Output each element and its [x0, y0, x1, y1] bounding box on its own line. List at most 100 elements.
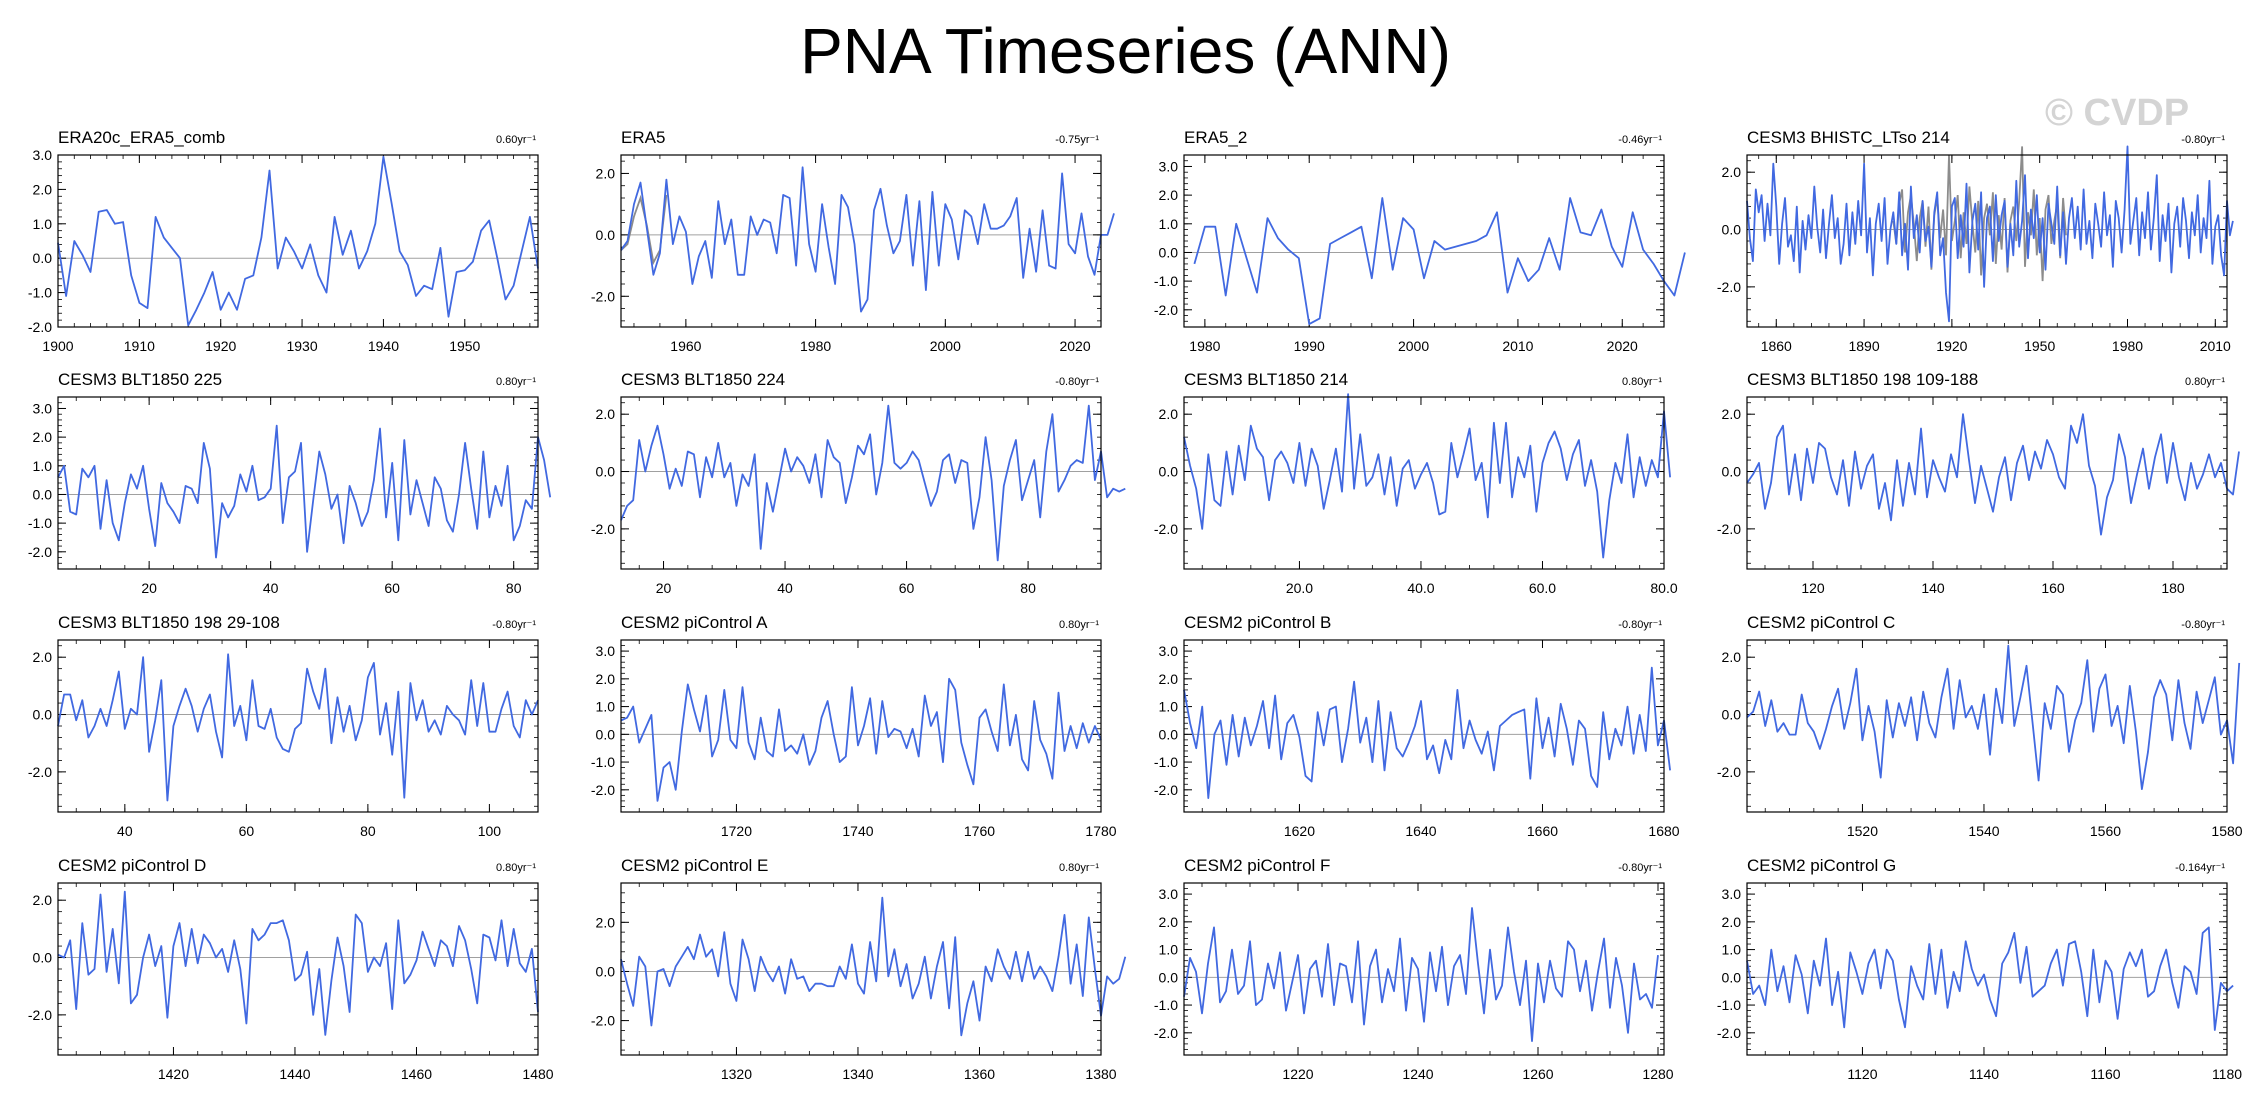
y-tick-label: 3.0 — [33, 400, 53, 416]
x-tick-label: 1240 — [1402, 1066, 1433, 1082]
y-tick-label: 3.0 — [596, 643, 616, 659]
x-tick-label: 80 — [506, 580, 522, 596]
plot-frame — [1183, 396, 1665, 570]
y-tick-label: 0.0 — [1159, 726, 1179, 742]
timeseries-panel: CESM2 piControl G -0.164yr⁻¹ -2.0 -1.0 0.0 1.… — [1717, 856, 2242, 1082]
x-tick-label: 1940 — [368, 338, 399, 354]
x-tick-label: 40.0 — [1407, 580, 1434, 596]
timeseries-panel: CESM3 BLT1850 198 29-108 -0.80yr⁻¹ -2.0 0.0… — [28, 613, 539, 839]
panel-title: CESM2 piControl E — [621, 856, 768, 875]
x-tick-label: 20 — [656, 580, 672, 596]
series-line — [1746, 145, 2234, 323]
x-tick-label: 1180 — [2212, 1066, 2242, 1082]
x-tick-label: 40 — [117, 823, 133, 839]
y-tick-label: 0.0 — [33, 707, 53, 723]
y-tick-label: 2.0 — [1159, 187, 1179, 203]
series-line — [57, 155, 539, 327]
y-tick-label: 2.0 — [1722, 406, 1742, 422]
y-tick-label: -2.0 — [1154, 1025, 1178, 1041]
timeseries-panel: CESM3 BLT1850 214 0.80yr⁻¹ -2.0 0.0 2.0 20.0 4… — [1154, 370, 1678, 596]
timeseries-panel: CESM2 piControl D 0.80yr⁻¹ -2.0 0.0 2.0 1420 1… — [28, 856, 554, 1082]
x-tick-label: 1890 — [1848, 338, 1879, 354]
panel-title: CESM2 piControl D — [58, 856, 206, 875]
y-tick-label: 1.0 — [596, 699, 616, 715]
series-line — [1746, 644, 2241, 790]
x-tick-label: 1930 — [286, 338, 317, 354]
y-tick-label: 2.0 — [1722, 164, 1742, 180]
series-line — [1183, 907, 1659, 1042]
timeseries-panel: CESM3 BLT1850 198 109-188 0.80yr⁻¹ -2.0 0.0… — [1717, 370, 2240, 596]
y-tick-label: 2.0 — [1159, 406, 1179, 422]
x-tick-label: 1560 — [2090, 823, 2121, 839]
trend-label: -0.75yr⁻¹ — [1055, 134, 1099, 146]
trend-label: -0.80yr⁻¹ — [2181, 134, 2225, 146]
y-tick-label: 1.0 — [1159, 942, 1179, 958]
plot-frame — [620, 154, 1102, 328]
y-tick-label: 2.0 — [1722, 914, 1742, 930]
x-tick-label: 1760 — [964, 823, 995, 839]
y-tick-label: 2.0 — [596, 671, 616, 687]
y-tick-label: -2.0 — [1717, 764, 1741, 780]
x-tick-label: 1920 — [1936, 338, 1967, 354]
y-tick-label: -1.0 — [591, 754, 615, 770]
y-tick-label: 1.0 — [1159, 216, 1179, 232]
y-tick-label: 1.0 — [33, 458, 53, 474]
panel-title: CESM2 piControl A — [621, 613, 768, 632]
x-tick-label: 60 — [384, 580, 400, 596]
x-tick-label: 160 — [2041, 580, 2065, 596]
timeseries-panel: CESM2 piControl E 0.80yr⁻¹ -2.0 0.0 2.0 1320 1… — [591, 856, 1127, 1082]
x-tick-label: 1280 — [1642, 1066, 1673, 1082]
trend-label: -0.80yr⁻¹ — [2181, 619, 2225, 631]
y-tick-label: 0.0 — [33, 950, 53, 966]
panel-title: ERA20c_ERA5_comb — [58, 128, 225, 147]
x-tick-label: 1980 — [1189, 338, 1220, 354]
y-tick-label: -2.0 — [591, 1013, 615, 1029]
y-tick-label: 2.0 — [596, 406, 616, 422]
x-tick-label: 1520 — [1847, 823, 1878, 839]
timeseries-panel: ERA20c_ERA5_comb 0.60yr⁻¹ -2.0 -1.0 0.0 1.0 2.… — [28, 128, 539, 354]
trend-label: -0.80yr⁻¹ — [1055, 376, 1099, 388]
series-line — [57, 424, 552, 559]
y-tick-label: 2.0 — [33, 649, 53, 665]
y-tick-label: 3.0 — [1159, 158, 1179, 174]
x-tick-label: 1980 — [800, 338, 831, 354]
x-tick-label: 1920 — [205, 338, 236, 354]
y-tick-label: -2.0 — [28, 764, 52, 780]
x-tick-label: 1860 — [1761, 338, 1792, 354]
panel-title: ERA5_2 — [1184, 128, 1247, 147]
timeseries-panel: CESM2 piControl C -0.80yr⁻¹ -2.0 0.0 2.0 1520… — [1717, 613, 2243, 839]
plot-frame — [620, 396, 1102, 570]
x-tick-label: 20.0 — [1286, 580, 1313, 596]
timeseries-panel: CESM2 piControl A 0.80yr⁻¹ -2.0 -1.0 0.0 1.0 2… — [591, 613, 1117, 839]
plot-frame — [620, 639, 1102, 813]
watermark-text: © CVDP — [2045, 92, 2190, 134]
x-tick-label: 180 — [2161, 580, 2185, 596]
x-tick-label: 1960 — [670, 338, 701, 354]
x-tick-label: 40 — [777, 580, 793, 596]
x-tick-label: 80 — [360, 823, 376, 839]
x-tick-label: 1260 — [1522, 1066, 1553, 1082]
x-tick-label: 2020 — [1059, 338, 1090, 354]
timeseries-panel: CESM2 piControl B -0.80yr⁻¹ -2.0 -1.0 0.0 1.0… — [1154, 613, 1680, 839]
x-tick-label: 1460 — [401, 1066, 432, 1082]
y-tick-label: -2.0 — [1717, 1025, 1741, 1041]
y-tick-label: 0.0 — [1722, 222, 1742, 238]
timeseries-panel: CESM2 piControl F -0.80yr⁻¹ -2.0 -1.0 0.0 1.0… — [1154, 856, 1674, 1082]
plot-frame — [1183, 154, 1665, 328]
series-line — [620, 166, 1115, 313]
trend-label: 0.80yr⁻¹ — [496, 862, 536, 874]
y-tick-label: 0.0 — [1159, 969, 1179, 985]
y-tick-label: 0.0 — [1159, 464, 1179, 480]
timeseries-panel: CESM3 BHISTC_LTso 214 -0.80yr⁻¹ -2.0 0.0 2.0… — [1717, 128, 2234, 354]
y-tick-label: 0.0 — [1722, 707, 1742, 723]
plot-frame — [1746, 396, 2228, 570]
x-tick-label: 1950 — [2024, 338, 2055, 354]
panel-title: CESM2 piControl C — [1747, 613, 1895, 632]
trend-label: 0.60yr⁻¹ — [496, 134, 536, 146]
y-tick-label: 2.0 — [1722, 649, 1742, 665]
x-tick-label: 2020 — [1607, 338, 1638, 354]
panel-title: CESM3 BHISTC_LTso 214 — [1747, 128, 1950, 147]
y-tick-label: -2.0 — [28, 1007, 52, 1023]
y-tick-label: -2.0 — [1717, 279, 1741, 295]
x-tick-label: 2010 — [1502, 338, 1533, 354]
